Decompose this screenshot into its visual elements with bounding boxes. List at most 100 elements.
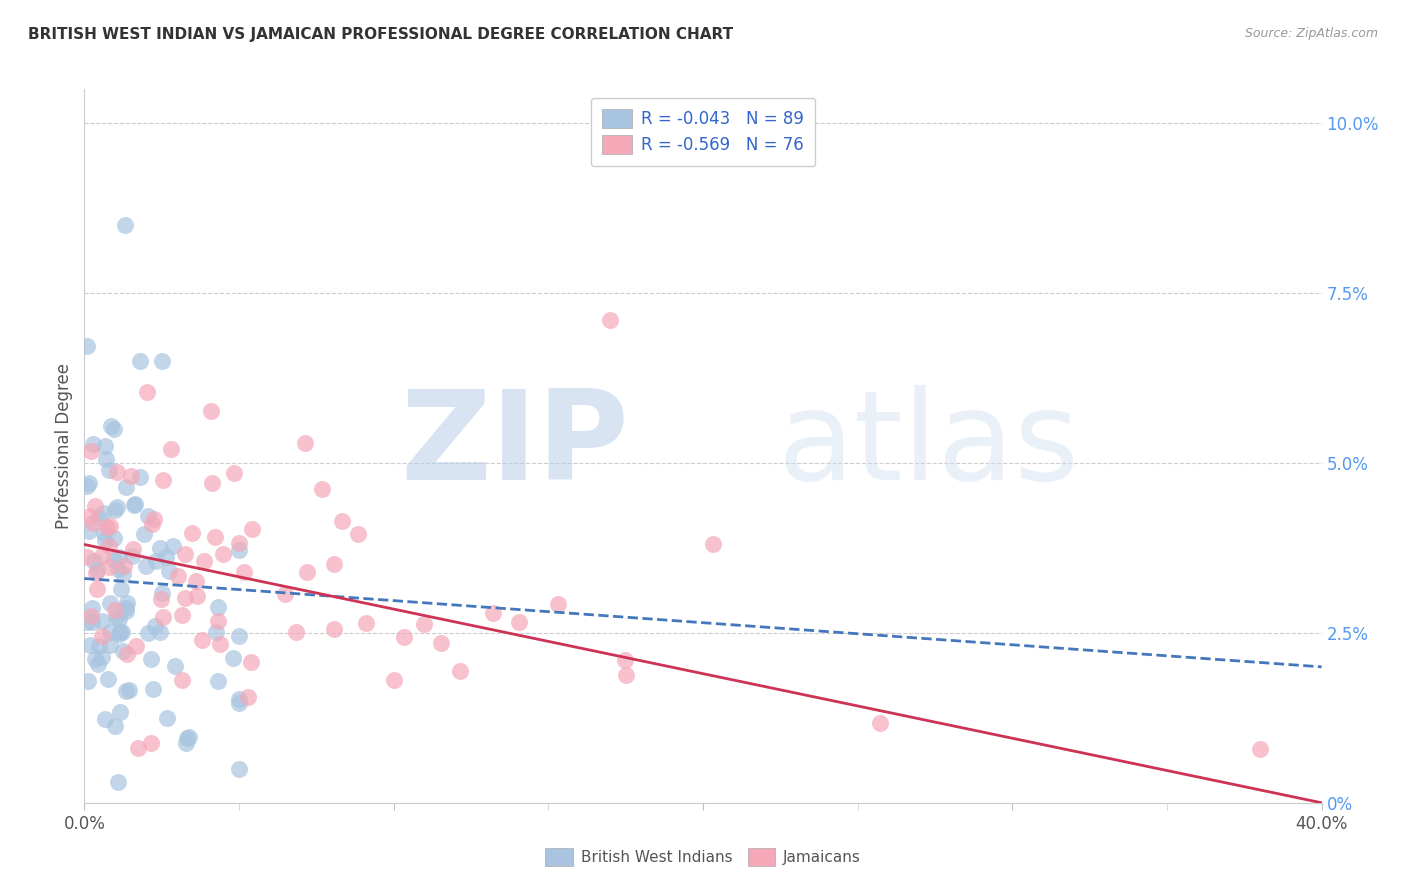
Point bbox=[108, 549, 131, 564]
Point bbox=[107, 562, 129, 576]
Point bbox=[167, 569, 190, 583]
Point bbox=[207, 600, 229, 615]
Point bbox=[207, 615, 229, 629]
Point bbox=[613, 653, 636, 667]
Point bbox=[449, 664, 471, 678]
Point bbox=[77, 524, 100, 538]
Point bbox=[228, 629, 250, 643]
Legend: British West Indians, Jamaicans: British West Indians, Jamaicans bbox=[538, 841, 868, 873]
Point bbox=[143, 512, 166, 526]
Point bbox=[162, 539, 184, 553]
Point bbox=[174, 547, 197, 561]
Point bbox=[107, 775, 129, 789]
Point bbox=[93, 525, 115, 540]
Point bbox=[96, 520, 118, 534]
Point bbox=[86, 563, 108, 577]
Point bbox=[174, 736, 197, 750]
Point bbox=[236, 690, 259, 704]
Point bbox=[413, 617, 436, 632]
Point bbox=[273, 586, 295, 600]
Point bbox=[240, 523, 263, 537]
Point bbox=[869, 716, 891, 731]
Point bbox=[179, 730, 201, 744]
Point bbox=[86, 582, 108, 596]
Point bbox=[186, 589, 208, 603]
Point bbox=[120, 469, 142, 483]
Point bbox=[91, 629, 114, 643]
Point bbox=[212, 547, 235, 561]
Point bbox=[103, 553, 125, 567]
Point bbox=[110, 582, 132, 596]
Point bbox=[103, 531, 125, 545]
Point bbox=[157, 564, 180, 578]
Point bbox=[76, 479, 98, 493]
Point bbox=[208, 637, 231, 651]
Point bbox=[163, 659, 186, 673]
Point bbox=[104, 502, 127, 516]
Point bbox=[191, 633, 214, 648]
Point bbox=[77, 673, 100, 688]
Point bbox=[94, 439, 117, 453]
Point bbox=[155, 549, 177, 564]
Point bbox=[228, 692, 250, 706]
Point bbox=[150, 586, 173, 600]
Point bbox=[104, 603, 127, 617]
Point bbox=[614, 668, 637, 682]
Point bbox=[94, 533, 117, 547]
Point bbox=[107, 500, 129, 514]
Point bbox=[103, 422, 125, 436]
Point bbox=[1249, 741, 1271, 756]
Point bbox=[152, 474, 174, 488]
Point bbox=[83, 499, 105, 513]
Point bbox=[76, 615, 98, 629]
Point bbox=[114, 604, 136, 618]
Point bbox=[176, 731, 198, 746]
Point bbox=[108, 611, 131, 625]
Point bbox=[111, 566, 134, 581]
Point bbox=[135, 384, 157, 399]
Point bbox=[173, 591, 195, 605]
Point bbox=[392, 631, 415, 645]
Point bbox=[98, 624, 121, 639]
Point bbox=[104, 719, 127, 733]
Point bbox=[429, 636, 451, 650]
Point bbox=[145, 554, 167, 568]
Point bbox=[107, 465, 129, 479]
Point bbox=[121, 549, 143, 564]
Point bbox=[224, 466, 246, 480]
Point bbox=[107, 626, 129, 640]
Point bbox=[240, 655, 263, 669]
Point bbox=[91, 649, 114, 664]
Point bbox=[114, 601, 136, 615]
Point bbox=[117, 596, 139, 610]
Point bbox=[121, 541, 143, 556]
Point bbox=[91, 506, 114, 520]
Point bbox=[94, 712, 117, 726]
Point bbox=[132, 526, 155, 541]
Point bbox=[108, 705, 131, 719]
Y-axis label: Professional Degree: Professional Degree bbox=[55, 363, 73, 529]
Point bbox=[76, 550, 98, 565]
Point bbox=[139, 736, 162, 750]
Point bbox=[172, 673, 194, 688]
Point bbox=[136, 626, 159, 640]
Point bbox=[127, 740, 149, 755]
Text: BRITISH WEST INDIAN VS JAMAICAN PROFESSIONAL DEGREE CORRELATION CHART: BRITISH WEST INDIAN VS JAMAICAN PROFESSI… bbox=[28, 27, 734, 42]
Point bbox=[112, 643, 135, 657]
Point bbox=[114, 480, 136, 494]
Point bbox=[114, 218, 136, 232]
Point bbox=[228, 542, 250, 557]
Point bbox=[80, 609, 103, 624]
Point bbox=[294, 435, 316, 450]
Point bbox=[115, 647, 138, 661]
Point bbox=[82, 601, 104, 615]
Point bbox=[330, 514, 353, 528]
Point bbox=[98, 596, 121, 610]
Point bbox=[228, 762, 250, 776]
Point bbox=[284, 624, 307, 639]
Point bbox=[228, 696, 250, 710]
Point bbox=[97, 559, 120, 574]
Point bbox=[323, 622, 346, 636]
Point bbox=[160, 442, 183, 457]
Point bbox=[79, 638, 101, 652]
